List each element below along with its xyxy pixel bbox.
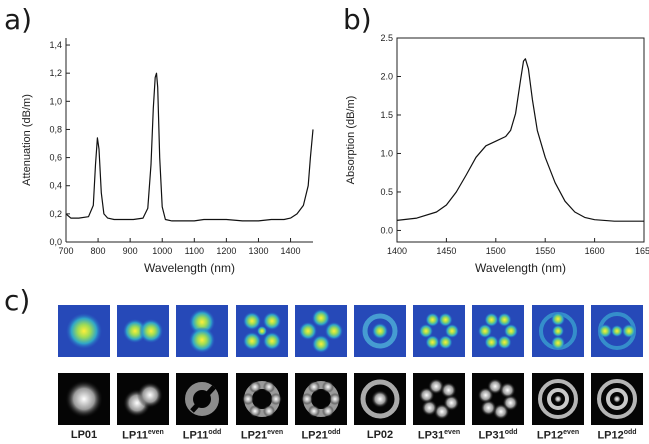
mode-name: LP12 [597,429,624,442]
mode-parity: odd [327,429,341,436]
mode-sim-image [354,305,406,357]
series-line [65,72,314,222]
y-tick-label: 1.5 [380,110,393,120]
panel-a-label: a) [4,3,33,36]
mode-parity: even [267,429,284,436]
x-tick-label: 900 [123,246,138,256]
mode-measured-image [236,373,288,425]
x-tick-label: 1300 [248,246,268,256]
x-tick-label: 1550 [535,246,555,256]
panel-c-label: c) [4,284,31,317]
mode-parity: odd [623,429,637,436]
x-tick-label: 1100 [185,246,204,256]
x-tick-label: 1400 [387,246,407,256]
mode-name: LP11 [122,429,148,442]
x-axis-label: Wavelength (nm) [475,261,566,275]
y-tick-label: 2.0 [380,71,393,81]
panel-b-label: b) [343,3,372,36]
mode-name: LP02 [366,429,394,441]
x-tick-label: 1200 [216,246,236,256]
mode-name: LP12 [536,429,564,442]
mode-measured-image [354,373,406,425]
series-line [396,58,644,222]
mode-measured-image [532,373,584,425]
mode-name: LP31 [417,429,445,442]
y-axis-label: Absorption (dB/m) [345,96,357,185]
y-tick-label: 1,0 [49,96,62,106]
mode-name: LP11 [182,429,209,442]
x-tick-label: 700 [58,246,73,256]
y-tick-label: 0,2 [49,209,62,219]
mode-label: LP21odd [290,429,352,442]
mode-name: LP01 [70,429,98,441]
mode-label: LP31even [408,429,470,442]
mode-parity: odd [208,429,222,436]
y-tick-label: 0,4 [49,181,62,191]
y-tick-label: 0.0 [380,225,393,235]
x-tick-label: 1500 [486,246,506,256]
mode-measured-image [176,373,228,425]
mode-measured-image [472,373,524,425]
mode-name: LP21 [301,429,328,442]
y-tick-label: 0,0 [49,237,62,247]
y-axis-label: Attenuation (dB/m) [21,94,33,186]
mode-sim-image [58,305,110,357]
mode-label: LP21even [231,429,293,442]
mode-parity: even [147,429,164,436]
mode-sim-image [472,305,524,357]
x-tick-label: 1000 [152,246,172,256]
mode-label: LP31odd [467,429,529,442]
y-tick-label: 0.5 [380,187,393,197]
y-tick-label: 0,8 [49,124,62,134]
x-tick-label: 1600 [585,246,605,256]
mode-measured-image [295,373,347,425]
mode-sim-image [413,305,465,357]
mode-sim-image [117,305,169,357]
x-tick-label: 1400 [281,246,301,256]
mode-measured-image [413,373,465,425]
plot-frame [396,37,645,243]
mode-sim-image [236,305,288,357]
mode-measured-image [117,373,169,425]
mode-parity: even [563,429,580,436]
mode-parity: even [444,429,461,436]
x-axis-label: Wavelength (nm) [144,261,235,275]
attenuation-chart: 700 800 900 1000 1100 1200 1300 1400 0,0 0,2 0,4 0,… [21,38,314,275]
mode-label: LP12odd [586,429,648,442]
y-tick-label: 1,4 [49,40,62,50]
y-tick-label: 1,2 [49,68,62,78]
mode-measured-image [591,373,643,425]
mode-label: LP11odd [171,429,233,442]
mode-sim-image [295,305,347,357]
mode-label: LP11even [112,429,174,442]
x-tick-label: 1450 [436,246,456,256]
y-tick-label: 1.0 [380,148,393,158]
mode-parity: odd [504,429,518,436]
mode-sim-image [591,305,643,357]
y-tick-label: 2.5 [380,33,393,43]
mode-label: LP12even [527,429,589,442]
mode-label: LP01 [53,429,115,441]
absorption-chart: 1400 1450 1500 1550 1600 165( 0.0 0.5 1.0 1.5 2.0 2… [345,33,649,275]
mode-name: LP31 [478,429,505,442]
mode-measured-image [58,373,110,425]
x-tick-label: 165( [635,246,649,256]
mode-label: LP02 [349,429,411,441]
y-tick-label: 0,6 [49,153,62,163]
x-tick-label: 800 [91,246,106,256]
mode-sim-image [176,305,228,357]
mode-name: LP21 [240,429,268,442]
mode-sim-image [532,305,584,357]
